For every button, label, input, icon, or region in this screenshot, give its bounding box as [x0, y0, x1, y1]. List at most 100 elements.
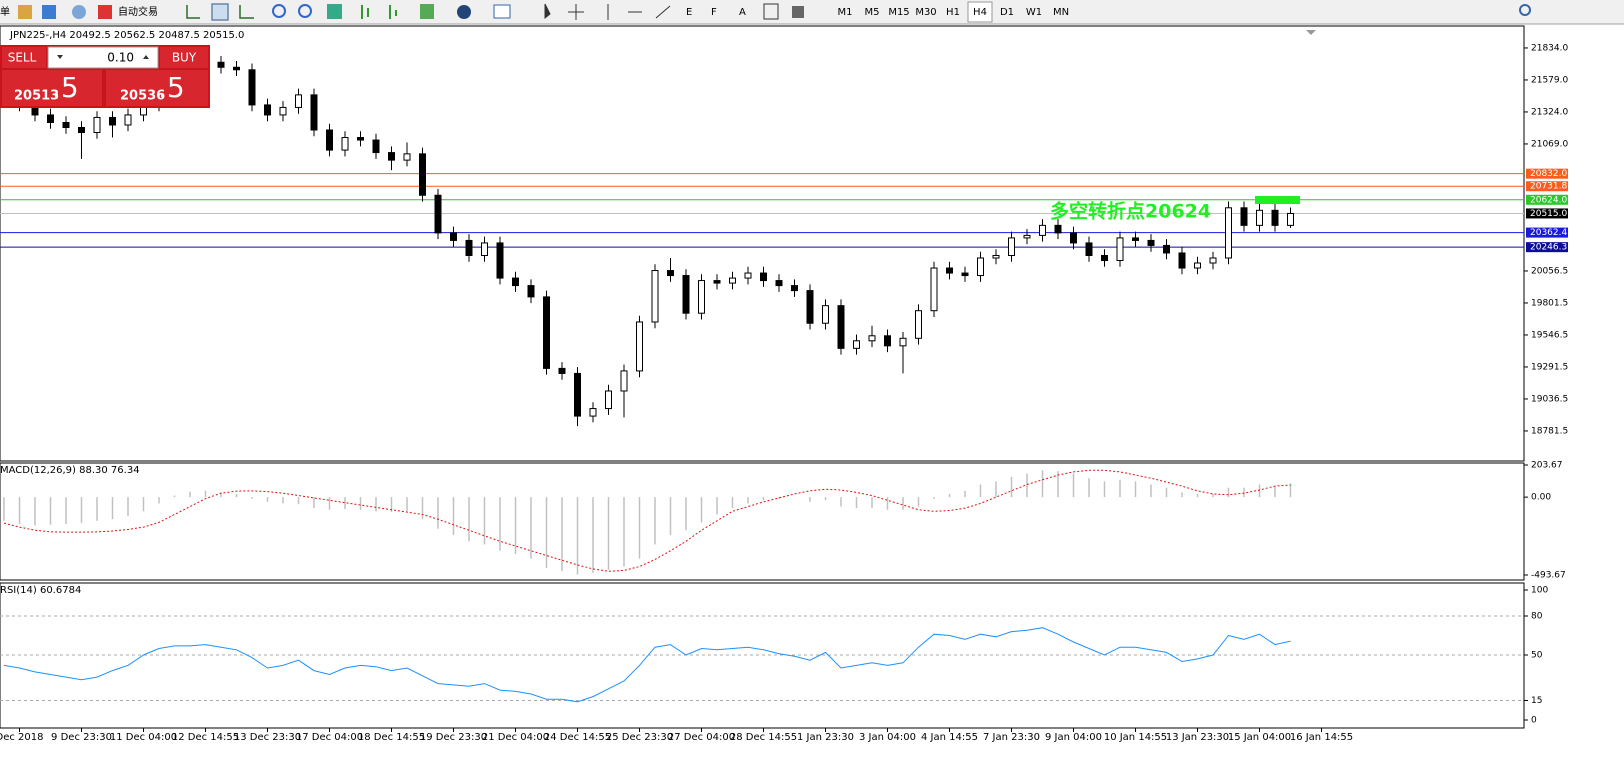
- candle-body: [1194, 262, 1201, 269]
- y-tick-label: 100: [1531, 586, 1548, 596]
- x-tick-label: 7 Jan 23:30: [983, 732, 1040, 743]
- icon[interactable]: [493, 4, 511, 19]
- x-tick-label: 9 Dec 23:30: [51, 732, 112, 743]
- timeframe[interactable]: M15: [888, 7, 909, 18]
- timeframe[interactable]: MN: [1053, 7, 1069, 18]
- candle-body: [620, 370, 628, 392]
- icon[interactable]: [42, 5, 56, 19]
- x-tick-label: 28 Dec 14:55: [730, 732, 797, 743]
- main-panel: [0, 25, 1525, 462]
- x-tick-label: 3 Jan 04:00: [859, 732, 916, 743]
- ask-box[interactable]: [106, 70, 208, 106]
- y-tick-label: 15: [1531, 696, 1542, 706]
- lot[interactable]: 0.10: [107, 51, 134, 65]
- y-tick-label: -493.67: [1531, 571, 1566, 581]
- x-tick-label: 15 Jan 04:00: [1228, 732, 1291, 743]
- y-tick-label: 203.67: [1531, 461, 1563, 471]
- macd-panel: [0, 462, 1525, 581]
- x-tick-label: 13 Dec 23:30: [234, 732, 301, 743]
- sell-button[interactable]: [2, 47, 46, 68]
- timeframe[interactable]: H4: [973, 7, 987, 18]
- auto-trade[interactable]: 自动交易: [118, 5, 158, 18]
- macd-title: MACD(12,26,9) 88.30 76.34: [0, 465, 140, 476]
- candle-body: [527, 285, 535, 298]
- icon[interactable]: [457, 5, 471, 19]
- bid-box[interactable]: [2, 70, 102, 106]
- timeframe[interactable]: M1: [838, 7, 853, 18]
- icon[interactable]: [18, 5, 32, 19]
- candle-body: [1163, 244, 1170, 254]
- rsi-title: RSI(14) 60.6784: [0, 585, 81, 596]
- lot-input[interactable]: [47, 46, 159, 69]
- candle-body: [326, 129, 333, 151]
- candle-body: [372, 139, 380, 154]
- order-panel: SELL 0.10 BUY 20513 .5 20536 .5: [0, 45, 210, 108]
- x-tick-label: 24 Dec 14:55: [544, 732, 611, 743]
- candle-body: [698, 280, 705, 314]
- zoom-out[interactable]: [298, 4, 312, 18]
- x-tick-label: 10 Jan 14:55: [1104, 732, 1167, 743]
- candle-body: [915, 310, 922, 339]
- level-tag: [1526, 181, 1568, 192]
- candle-body: [512, 277, 519, 287]
- timeframe[interactable]: W1: [1026, 7, 1042, 18]
- tf-active: [967, 1, 993, 23]
- y-tick-label: 21834.0: [1531, 43, 1568, 53]
- candle-body: [233, 66, 240, 71]
- icon[interactable]: [72, 5, 86, 19]
- candle-body: [543, 296, 550, 369]
- x-tick-label: 21 Dec 04:00: [482, 732, 549, 743]
- timeframe[interactable]: M30: [915, 7, 936, 18]
- buy-button[interactable]: [160, 47, 208, 68]
- timeframe[interactable]: M5: [865, 7, 880, 18]
- y-tick-label: 19291.5: [1531, 362, 1568, 372]
- candle-body: [109, 116, 116, 126]
- candle-body: [419, 153, 426, 196]
- x-tick-label: 1 Jan 23:30: [797, 732, 854, 743]
- candle-body: [124, 114, 132, 126]
- icon[interactable]: [763, 3, 779, 20]
- timeframe[interactable]: D1: [1000, 7, 1014, 18]
- auto-trade-icon[interactable]: [98, 5, 112, 19]
- candle-body: [651, 270, 659, 323]
- timeframe[interactable]: H1: [946, 7, 960, 18]
- icon[interactable]: [186, 5, 200, 19]
- icon[interactable]: [792, 6, 804, 18]
- zoom-in[interactable]: [272, 4, 286, 18]
- candle-body: [930, 267, 938, 312]
- icon[interactable]: [327, 4, 342, 19]
- search[interactable]: [1519, 4, 1531, 16]
- candle-body: [357, 137, 364, 141]
- candle-body: [217, 61, 225, 68]
- candle-body: [1054, 224, 1062, 234]
- candle-body: [1070, 232, 1077, 244]
- icon[interactable]: [239, 5, 254, 19]
- icon[interactable]: E: [686, 7, 692, 18]
- candle-body: [47, 114, 54, 123]
- icon[interactable]: [211, 3, 229, 21]
- annotation-box: [1255, 196, 1300, 204]
- candle-body: [946, 267, 953, 274]
- candle-body: [589, 408, 597, 417]
- candle-body: [481, 242, 488, 256]
- candle-body: [977, 257, 984, 277]
- buy-label[interactable]: BUY: [172, 51, 197, 65]
- candle-body: [682, 275, 690, 314]
- candle-body: [868, 335, 876, 342]
- icon[interactable]: [420, 4, 434, 19]
- candle-body: [636, 321, 643, 372]
- candle-body: [264, 104, 271, 116]
- sell-label[interactable]: SELL: [8, 51, 37, 65]
- x-tick-label: 27 Dec 04:00: [668, 732, 735, 743]
- candle-body: [744, 272, 752, 279]
- candle-body: [775, 280, 783, 287]
- ask-tail: .5: [158, 71, 185, 104]
- candle-body: [1271, 209, 1279, 226]
- candle-body: [558, 367, 566, 374]
- icon[interactable]: A: [739, 7, 746, 18]
- candle-body: [667, 270, 674, 277]
- icon[interactable]: F: [711, 7, 717, 18]
- candle-body: [961, 272, 969, 277]
- y-tick-label: 19036.5: [1531, 394, 1568, 404]
- annotation: 多空转折点20624: [1050, 200, 1211, 223]
